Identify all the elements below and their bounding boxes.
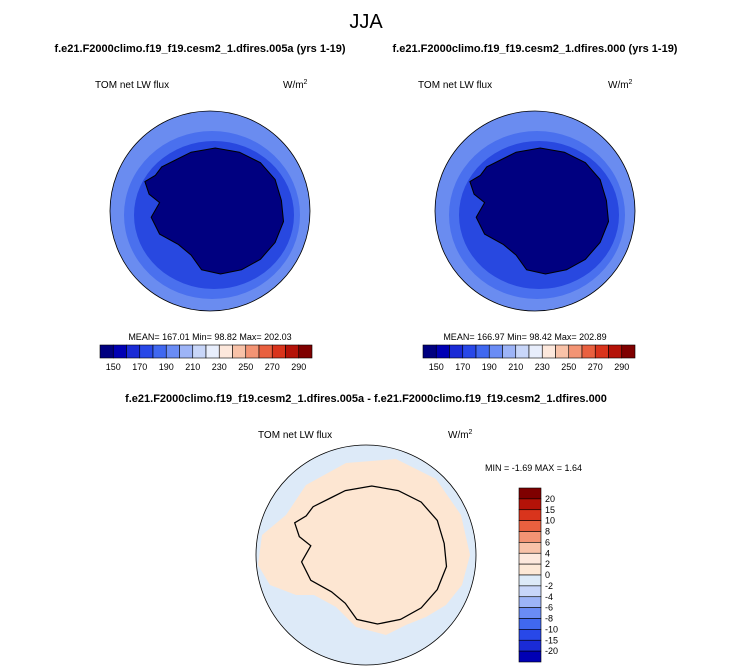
colorbar-box <box>502 344 517 359</box>
colorbar-box <box>608 344 623 359</box>
colorbar-label: -6 <box>545 603 553 613</box>
units-label: W/m2 <box>448 429 473 441</box>
units-label: W/m2 <box>608 79 633 91</box>
colorbar-box <box>462 344 477 359</box>
colorbar-box <box>258 344 273 359</box>
colorbar-label: 270 <box>588 362 603 372</box>
colorbar-label: -2 <box>545 581 553 591</box>
colorbar-box <box>541 344 556 359</box>
colorbar-box <box>112 344 127 359</box>
colorbar-box <box>621 344 636 359</box>
colorbar-box <box>528 344 543 359</box>
colorbar-label: 210 <box>508 362 523 372</box>
colorbar-label: 4 <box>545 548 550 558</box>
figure-title: JJA <box>349 11 383 33</box>
colorbar-box <box>518 498 542 511</box>
colorbar-label: 15 <box>545 505 555 515</box>
colorbar-box <box>594 344 609 359</box>
colorbar-box <box>475 344 490 359</box>
colorbar-box <box>518 574 542 587</box>
colorbar-box <box>518 607 542 619</box>
colorbar-label: 6 <box>545 537 550 547</box>
map <box>434 110 636 312</box>
colorbar-box <box>518 487 542 500</box>
colorbar-box <box>139 344 154 359</box>
colorbar-box <box>298 344 313 359</box>
colorbar-label: 270 <box>265 362 280 372</box>
colorbar-box <box>518 650 542 663</box>
colorbar-box <box>518 585 542 598</box>
colorbar-label: 0 <box>545 570 550 580</box>
colorbar-label: 290 <box>291 362 306 372</box>
colorbar-box <box>568 344 583 359</box>
colorbar-box <box>179 344 194 359</box>
colorbar-label: 2 <box>545 559 550 569</box>
colorbar-label: 150 <box>106 362 121 372</box>
colorbar-box <box>518 618 542 630</box>
colorbar-label: 230 <box>212 362 227 372</box>
colorbar-box <box>271 344 286 359</box>
colorbar-box <box>99 344 114 359</box>
colorbar-box <box>518 596 542 608</box>
colorbar-box <box>245 344 260 359</box>
colorbar-label: 10 <box>545 516 555 526</box>
colorbar-box <box>435 344 450 359</box>
colorbar-box <box>126 344 141 359</box>
colorbar-label: 170 <box>132 362 147 372</box>
case-title: f.e21.F2000climo.f19_f19.cesm2_1.dfires.… <box>54 43 345 55</box>
colorbar: 150 170 190 210 230 250 270 290 <box>422 344 636 372</box>
colorbar-label: -20 <box>545 646 558 656</box>
colorbar-box <box>422 344 437 359</box>
colorbar-box <box>449 344 464 359</box>
colorbar-label: 190 <box>482 362 497 372</box>
colorbar-box <box>205 344 220 359</box>
stats: MEAN= 166.97 Min= 98.42 Max= 202.89 <box>443 332 606 342</box>
colorbar-label: 250 <box>561 362 576 372</box>
colorbar-box <box>285 344 300 359</box>
colorbar-label: 210 <box>185 362 200 372</box>
colorbar-label: 150 <box>429 362 444 372</box>
variable-label: TOM net LW flux <box>95 80 169 91</box>
colorbar-box <box>165 344 180 359</box>
colorbar-box <box>515 344 530 359</box>
colorbar-label: 290 <box>614 362 629 372</box>
map <box>255 444 477 666</box>
colorbar-box <box>518 520 542 532</box>
colorbar-box <box>232 344 247 359</box>
stats: MIN = -1.69 MAX = 1.64 <box>485 463 582 473</box>
colorbar-box <box>518 542 542 554</box>
stats: MEAN= 167.01 Min= 98.82 Max= 202.03 <box>128 332 291 342</box>
colorbar-label: 250 <box>238 362 253 372</box>
colorbar-box <box>518 531 542 543</box>
colorbar-box <box>518 509 542 521</box>
colorbar-box <box>218 344 233 359</box>
colorbar-label: 170 <box>455 362 470 372</box>
colorbar-box <box>518 629 542 641</box>
colorbar-box <box>488 344 503 359</box>
colorbar: 150 170 190 210 230 250 270 290 <box>99 344 313 372</box>
colorbar-box <box>518 552 542 565</box>
case-title: f.e21.F2000climo.f19_f19.cesm2_1.dfires.… <box>393 43 678 55</box>
colorbar-label: 190 <box>159 362 174 372</box>
colorbar-label: -4 <box>545 592 553 602</box>
colorbar-box <box>555 344 570 359</box>
colorbar-label: -10 <box>545 624 558 634</box>
variable-label: TOM net LW flux <box>258 430 332 441</box>
variable-label: TOM net LW flux <box>418 80 492 91</box>
colorbar-box <box>518 563 542 576</box>
colorbar-box <box>581 344 596 359</box>
colorbar-box <box>518 639 542 652</box>
colorbar-label: -15 <box>545 635 558 645</box>
colorbar-label: 20 <box>545 494 555 504</box>
colorbar-label: 230 <box>535 362 550 372</box>
units-label: W/m2 <box>283 79 308 91</box>
colorbar-label: -8 <box>545 614 553 624</box>
case-title: f.e21.F2000climo.f19_f19.cesm2_1.dfires.… <box>125 393 607 405</box>
colorbar-box <box>152 344 167 359</box>
map <box>109 110 311 312</box>
colorbar-label: 8 <box>545 527 550 537</box>
colorbar-box <box>192 344 207 359</box>
